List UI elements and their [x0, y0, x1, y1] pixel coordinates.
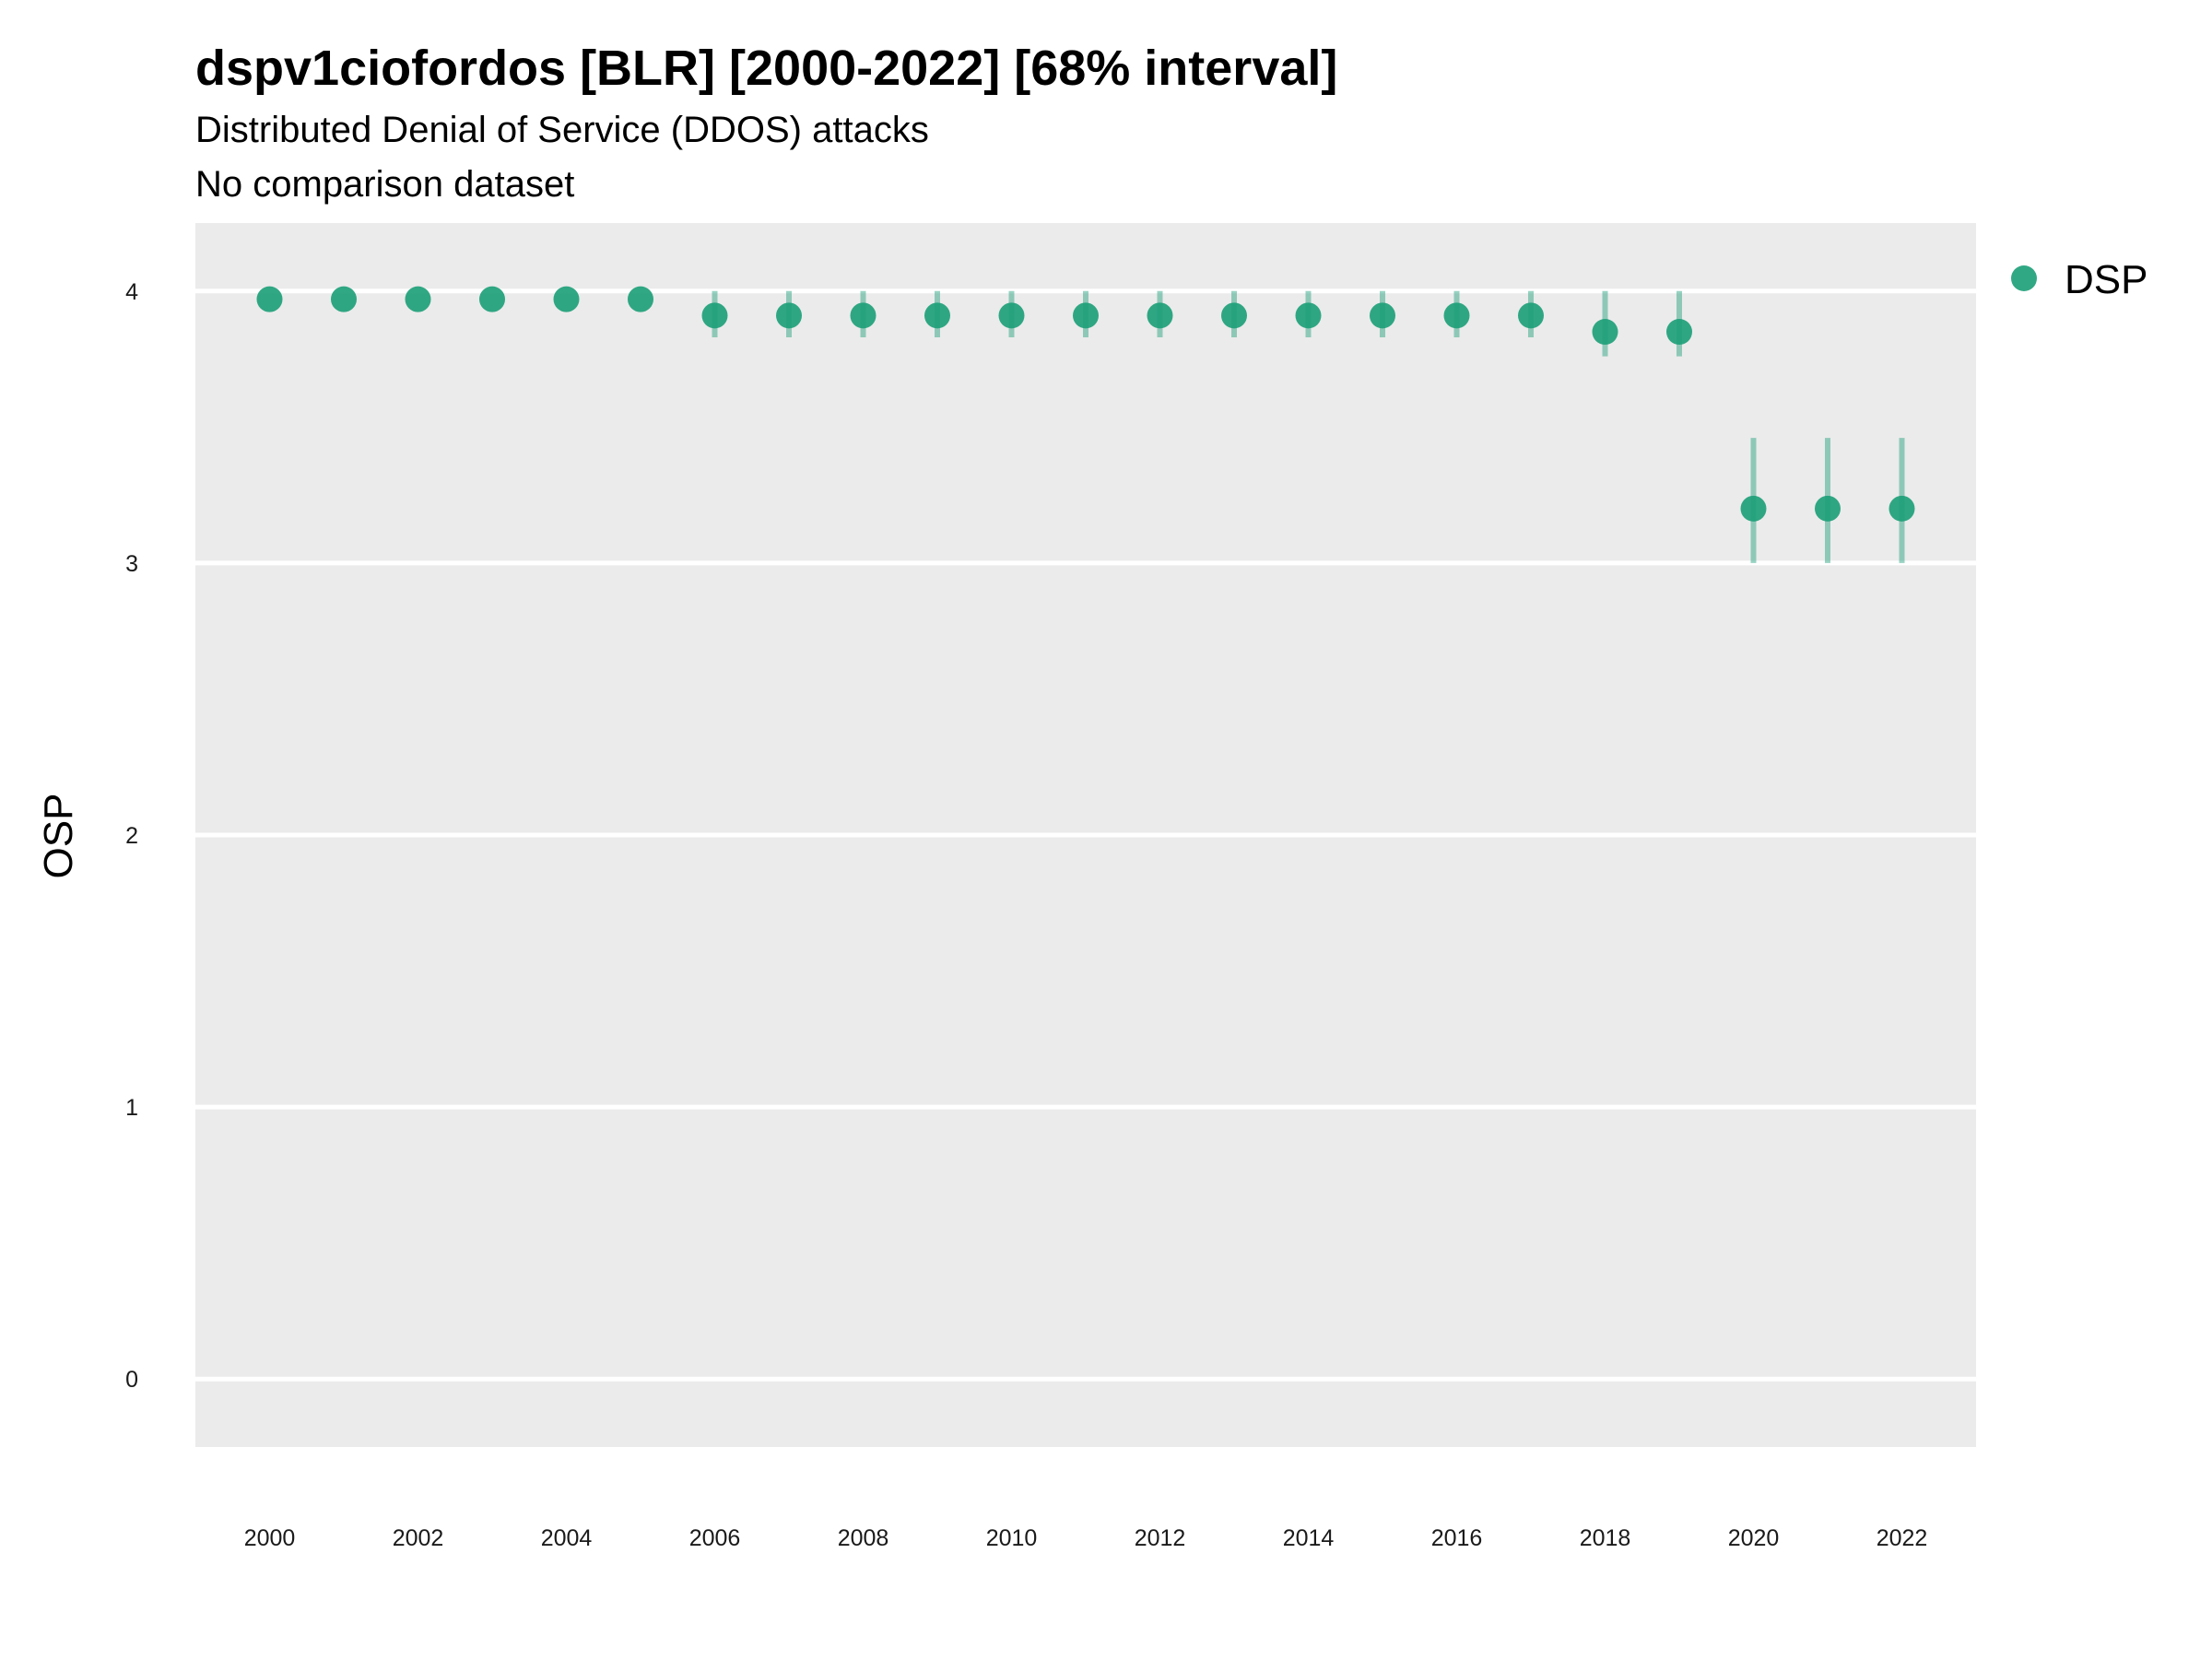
data-point-2002 — [405, 286, 431, 312]
x-tick-label-2002: 2002 — [393, 1525, 444, 1551]
data-point-2006 — [701, 302, 728, 329]
x-tick-label-2006: 2006 — [689, 1525, 741, 1551]
y-tick-label-4: 4 — [125, 279, 138, 305]
x-tick-label-2018: 2018 — [1580, 1525, 1631, 1551]
data-point-2011 — [1073, 302, 1099, 329]
x-tick-label-2014: 2014 — [1283, 1525, 1335, 1551]
legend-key-dsp — [2011, 265, 2037, 291]
gridlines — [195, 288, 1976, 1382]
chart-subtitle-1: Distributed Denial of Service (DDOS) att… — [195, 110, 929, 150]
data-point-2012 — [1147, 302, 1173, 329]
data-point-2016 — [1443, 302, 1470, 329]
legend: DSP — [2011, 257, 2147, 302]
x-tick-label-2020: 2020 — [1728, 1525, 1780, 1551]
data-point-2008 — [850, 302, 877, 329]
data-point-2000 — [256, 286, 283, 312]
data-point-2015 — [1370, 302, 1395, 329]
x-tick-label-2010: 2010 — [986, 1525, 1038, 1551]
y-tick-label-2: 2 — [125, 823, 138, 849]
x-tick-label-2012: 2012 — [1135, 1525, 1186, 1551]
chart-subtitle-2: No comparison dataset — [195, 164, 574, 205]
data-point-2017 — [1518, 302, 1544, 329]
data-point-2009 — [924, 302, 950, 329]
x-tick-label-2004: 2004 — [541, 1525, 593, 1551]
y-tick-label-1: 1 — [125, 1095, 138, 1121]
x-tick-label-2000: 2000 — [244, 1525, 296, 1551]
data-point-2007 — [776, 302, 802, 329]
data-point-2022 — [1888, 495, 1915, 522]
data-point-2013 — [1221, 302, 1247, 329]
x-tick-label-2008: 2008 — [838, 1525, 889, 1551]
y-tick-label-3: 3 — [125, 551, 138, 577]
y-axis-label: OSP — [36, 794, 81, 879]
data-point-2010 — [998, 302, 1025, 329]
x-tick-labels: 2000 2002 2004 2006 2008 2010 2012 2014 2016 2018… — [244, 1525, 1928, 1551]
chart-title: dspv1ciofordos [BLR] [2000-2022] [68% in… — [195, 41, 1337, 96]
data-point-2005 — [628, 286, 653, 312]
data-point-2003 — [479, 286, 505, 312]
data-points — [256, 286, 1915, 522]
data-point-2020 — [1740, 495, 1767, 522]
data-point-2001 — [331, 286, 357, 312]
data-point-2004 — [553, 286, 580, 312]
data-point-2014 — [1295, 302, 1322, 329]
x-tick-label-2016: 2016 — [1431, 1525, 1483, 1551]
y-tick-label-0: 0 — [125, 1367, 138, 1393]
y-tick-labels: 0 1 2 3 4 — [125, 279, 138, 1393]
data-point-2021 — [1815, 495, 1841, 522]
data-point-2019 — [1666, 319, 1692, 346]
data-point-2018 — [1592, 319, 1618, 346]
x-tick-label-2022: 2022 — [1877, 1525, 1928, 1551]
legend-label-dsp: DSP — [2065, 257, 2147, 302]
